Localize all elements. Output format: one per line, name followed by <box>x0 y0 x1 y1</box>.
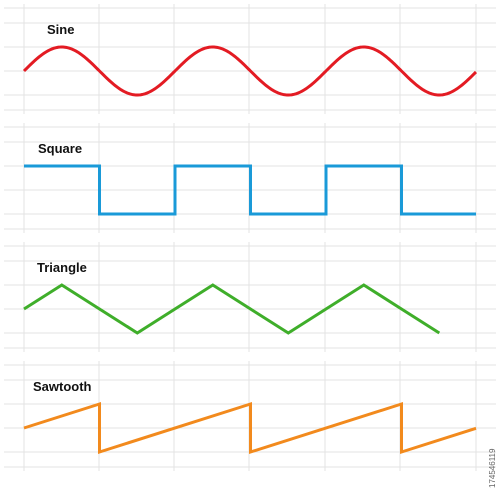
square-graph <box>4 123 496 233</box>
sine-wave-line <box>22 45 478 97</box>
square-wave-line <box>24 164 476 216</box>
triangle-label: Triangle <box>37 260 87 275</box>
sawtooth-graph <box>4 361 496 471</box>
triangle-grid <box>4 242 496 352</box>
sine-grid <box>4 4 496 114</box>
sine-label: Sine <box>47 22 75 37</box>
sine-panel: Sine <box>0 0 500 118</box>
triangle-graph <box>4 242 496 352</box>
sawtooth-panel: Sawtooth <box>0 357 500 475</box>
sawtooth-label: Sawtooth <box>33 379 92 394</box>
sine-graph <box>4 4 496 114</box>
stock-id-watermark: 174546119 <box>488 448 497 488</box>
square-panel: Square <box>0 119 500 237</box>
square-label: Square <box>38 141 83 156</box>
triangle-panel: Triangle <box>0 238 500 356</box>
triangle-wave-line <box>23 283 441 335</box>
sawtooth-wave-line <box>23 401 477 455</box>
